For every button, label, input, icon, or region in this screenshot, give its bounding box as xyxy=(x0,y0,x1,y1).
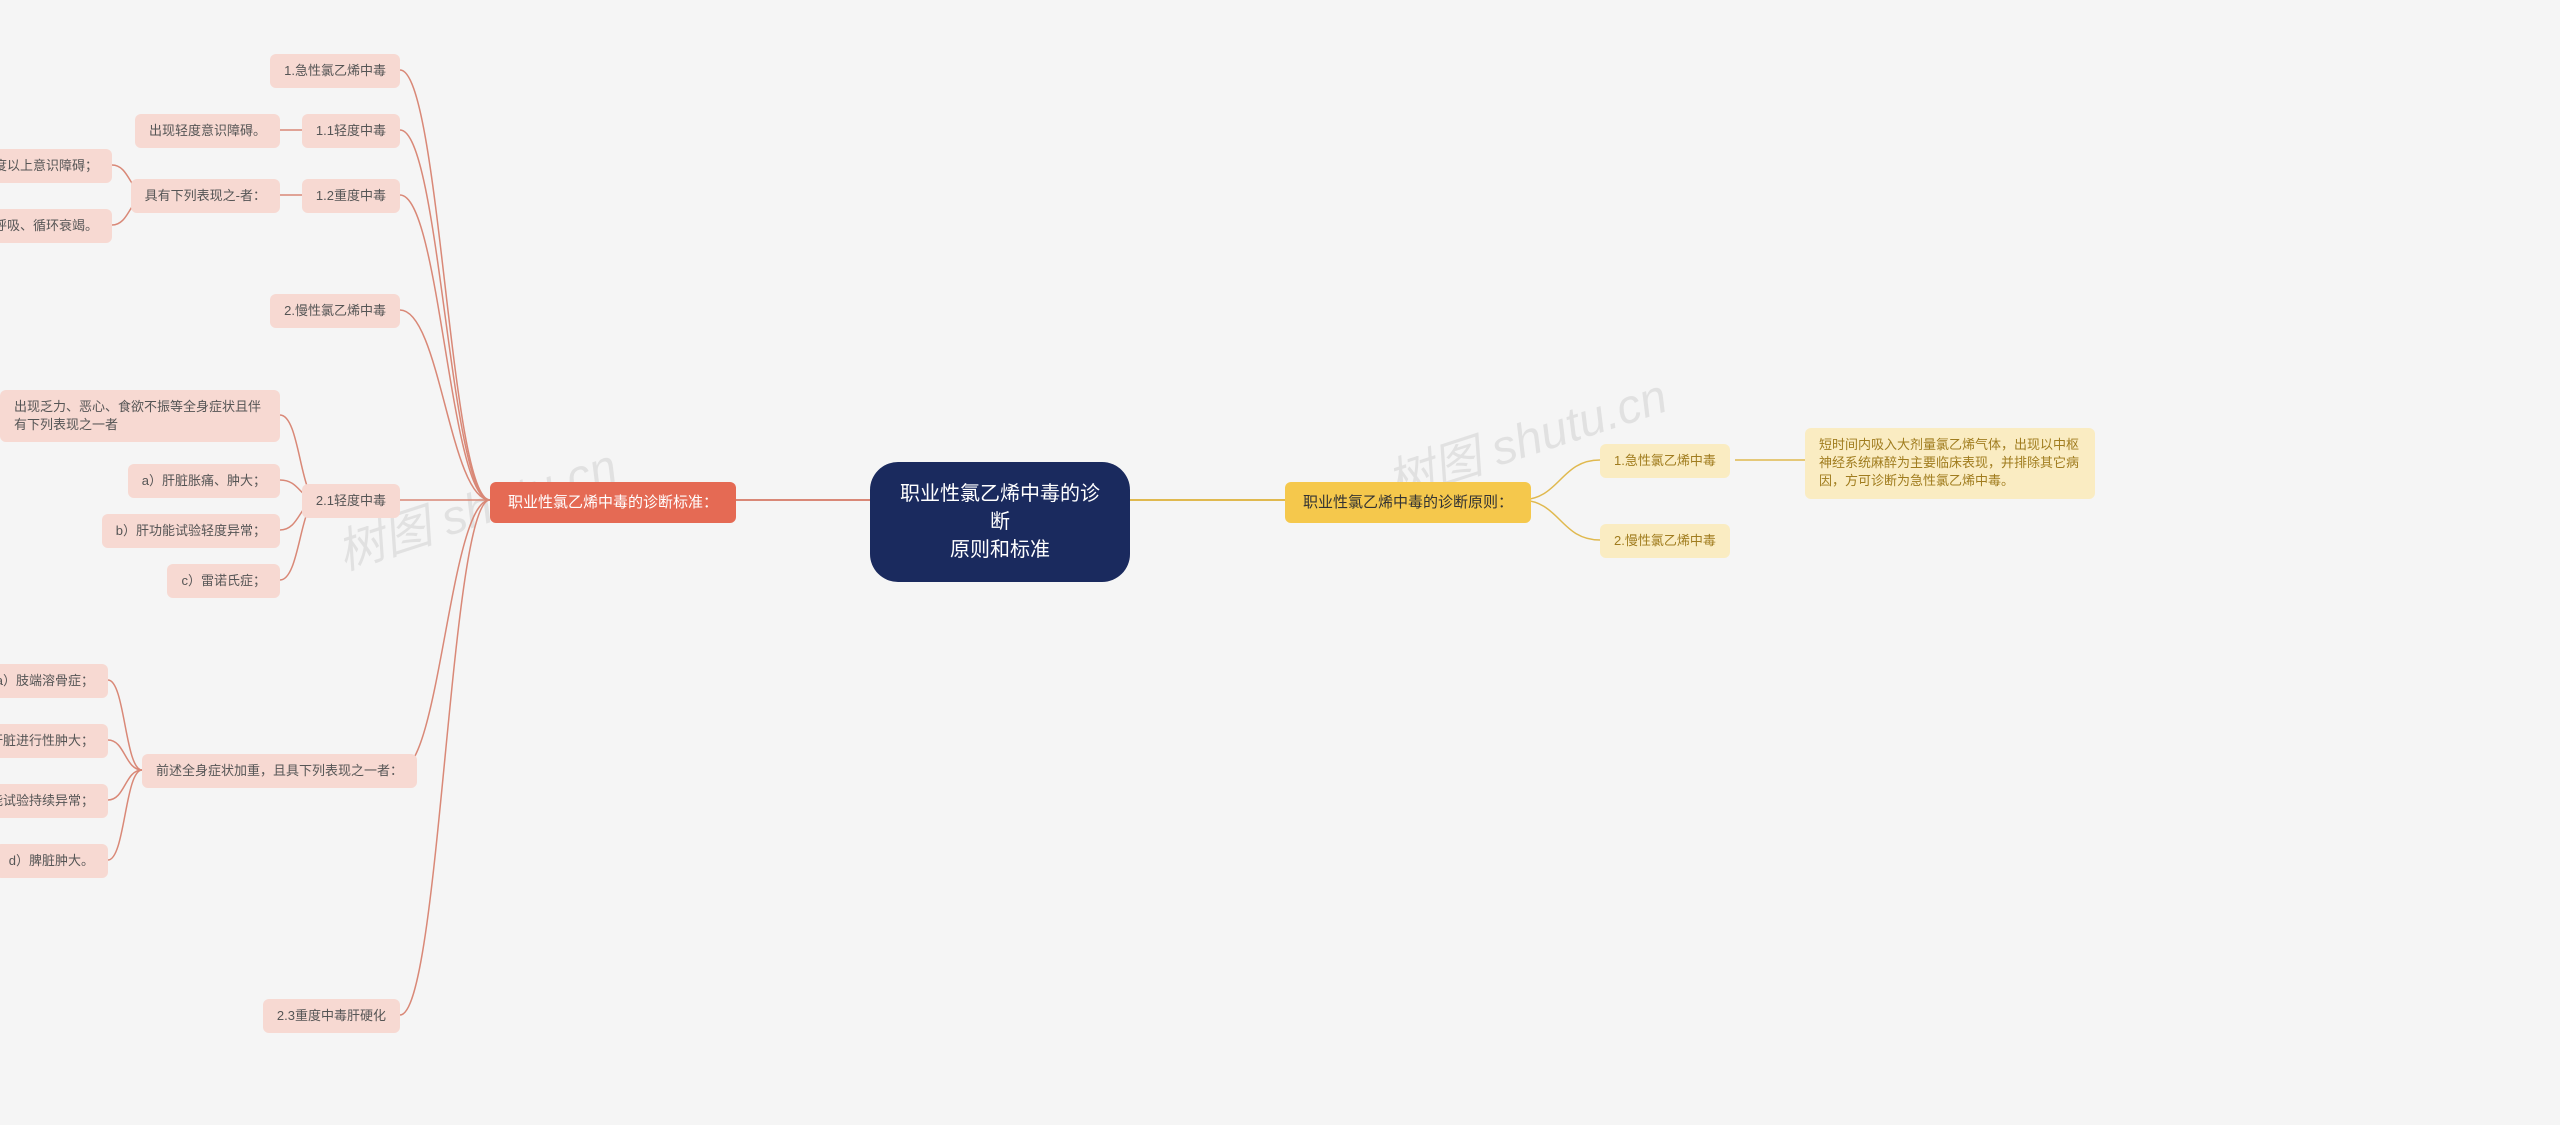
node-2-1-c: c）雷诺氏症； xyxy=(167,564,280,598)
node-2-1-a: a）肝脏胀痛、肿大； xyxy=(128,464,280,498)
node-r1: 1.急性氯乙烯中毒 xyxy=(1600,444,1730,478)
node-1: 1.急性氯乙烯中毒 xyxy=(270,54,400,88)
node-2-2-d: d）脾脏肿大。 xyxy=(0,844,108,878)
node-1-2-desc: 具有下列表现之-者： xyxy=(131,179,280,213)
node-2-1-b: b）肝功能试验轻度异常； xyxy=(102,514,280,548)
root-line2: 原则和标准 xyxy=(950,539,1050,561)
node-r1-desc: 短时间内吸入大剂量氯乙烯气体，出现以中枢神经系统麻醉为主要临床表现，并排除其它病… xyxy=(1805,428,2095,499)
node-2-1-desc: 出现乏力、恶心、食欲不振等全身症状且伴有下列表现之一者 xyxy=(0,390,280,442)
root-line1: 职业性氯乙烯中毒的诊断 xyxy=(900,483,1100,533)
left-main-node: 职业性氯乙烯中毒的诊断标准： xyxy=(490,482,736,523)
node-1-2-a: a）中度以上意识障碍； xyxy=(0,149,112,183)
node-2-1: 2.1轻度中毒 xyxy=(302,484,400,518)
node-2-2-b: b）肝脏进行性肿大； xyxy=(0,724,108,758)
root-node: 职业性氯乙烯中毒的诊断 原则和标准 xyxy=(870,462,1130,582)
right-main-node: 职业性氯乙烯中毒的诊断原则： xyxy=(1285,482,1531,523)
node-2: 2.慢性氯乙烯中毒 xyxy=(270,294,400,328)
node-1-1-desc: 出现轻度意识障碍。 xyxy=(135,114,280,148)
node-2-2-desc: 前述全身症状加重，且具下列表现之一者： xyxy=(142,754,417,788)
node-2-2-c: c）肝功能试验持续异常； xyxy=(0,784,108,818)
edge-layer xyxy=(0,0,2560,1125)
node-2-3: 2.3重度中毒肝硬化 xyxy=(263,999,400,1033)
node-1-1: 1.1轻度中毒 xyxy=(302,114,400,148)
node-r2: 2.慢性氯乙烯中毒 xyxy=(1600,524,1730,558)
node-1-2: 1.2重度中毒 xyxy=(302,179,400,213)
node-1-2-b: b）呼吸、循环衰竭。 xyxy=(0,209,112,243)
node-2-2-a: a）肢端溶骨症； xyxy=(0,664,108,698)
